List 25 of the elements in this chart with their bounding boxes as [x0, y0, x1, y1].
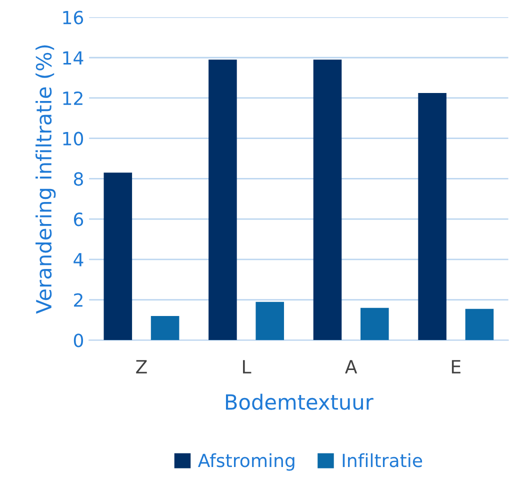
y-tick-label: 12 [63, 91, 82, 105]
bar [208, 60, 237, 340]
x-tick-label: E [452, 360, 460, 374]
y-tick-label: 0 [74, 334, 84, 348]
x-tick-label: A [345, 360, 358, 374]
bar [465, 308, 494, 340]
bar [256, 302, 284, 340]
y-tick-label: 6 [74, 212, 84, 226]
x-tick-label: L [243, 360, 252, 374]
y-axis-title: Verandering infiltratie (%) [36, 45, 56, 314]
y-tick-label: 4 [74, 253, 84, 266]
bar [150, 316, 180, 340]
legend-label: Afstroming [198, 453, 294, 471]
y-tick-label: 8 [74, 172, 83, 186]
y-tick-label: 14 [63, 51, 84, 64]
y-tick-label: 10 [63, 132, 84, 146]
bar [104, 172, 132, 340]
legend-label: Infiltratie [342, 453, 422, 468]
y-tick-label: 16 [63, 10, 84, 24]
bar [313, 60, 342, 340]
y-tick-label: 2 [74, 293, 82, 307]
x-axis-title: Bodemtextuur [226, 394, 374, 410]
x-tick-label: Z [136, 360, 147, 374]
bar [418, 92, 446, 340]
bar [360, 308, 389, 340]
